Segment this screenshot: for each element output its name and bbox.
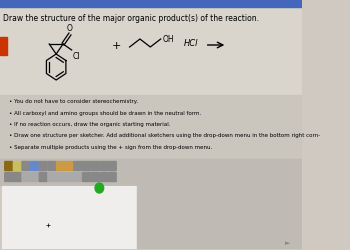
FancyBboxPatch shape	[31, 173, 38, 182]
FancyBboxPatch shape	[13, 162, 21, 171]
Text: HCl: HCl	[184, 39, 198, 48]
FancyBboxPatch shape	[57, 162, 64, 171]
FancyBboxPatch shape	[91, 173, 99, 182]
FancyBboxPatch shape	[22, 162, 30, 171]
Bar	[0, 38, 7, 56]
FancyBboxPatch shape	[108, 173, 116, 182]
Circle shape	[95, 183, 104, 193]
Bar	[0, 0, 302, 8]
FancyBboxPatch shape	[100, 162, 107, 171]
Text: • You do not have to consider stereochemistry.: • You do not have to consider stereochem…	[9, 98, 138, 103]
FancyBboxPatch shape	[74, 173, 82, 182]
Text: Cl: Cl	[72, 52, 80, 61]
FancyBboxPatch shape	[83, 162, 90, 171]
Bar	[0, 8, 302, 96]
Text: • Draw one structure per sketcher. Add additional sketchers using the drop-down : • Draw one structure per sketcher. Add a…	[9, 133, 320, 138]
Text: +: +	[112, 41, 121, 51]
FancyBboxPatch shape	[65, 162, 73, 171]
FancyBboxPatch shape	[22, 173, 30, 182]
FancyBboxPatch shape	[5, 162, 13, 171]
FancyBboxPatch shape	[48, 173, 56, 182]
FancyBboxPatch shape	[83, 173, 90, 182]
Bar	[0, 96, 302, 160]
Text: O: O	[67, 24, 73, 33]
FancyBboxPatch shape	[39, 162, 47, 171]
FancyBboxPatch shape	[57, 173, 64, 182]
Bar	[2, 186, 136, 248]
FancyBboxPatch shape	[31, 162, 38, 171]
Text: OH: OH	[162, 35, 174, 44]
Text: ►: ►	[285, 239, 290, 245]
FancyBboxPatch shape	[108, 162, 116, 171]
FancyBboxPatch shape	[13, 173, 21, 182]
Bar	[0, 159, 302, 185]
FancyBboxPatch shape	[100, 173, 107, 182]
FancyBboxPatch shape	[5, 173, 13, 182]
FancyBboxPatch shape	[39, 173, 47, 182]
FancyBboxPatch shape	[91, 162, 99, 171]
Text: • If no reaction occurs, draw the organic starting material.: • If no reaction occurs, draw the organi…	[9, 122, 170, 126]
Text: • All carboxyl and amino groups should be drawn in the neutral form.: • All carboxyl and amino groups should b…	[9, 110, 201, 115]
FancyBboxPatch shape	[65, 173, 73, 182]
FancyBboxPatch shape	[48, 162, 56, 171]
Text: • Separate multiple products using the + sign from the drop-down menu.: • Separate multiple products using the +…	[9, 144, 212, 150]
Text: Draw the structure of the major organic product(s) of the reaction.: Draw the structure of the major organic …	[4, 14, 259, 23]
Bar	[136, 186, 301, 248]
FancyBboxPatch shape	[74, 162, 82, 171]
